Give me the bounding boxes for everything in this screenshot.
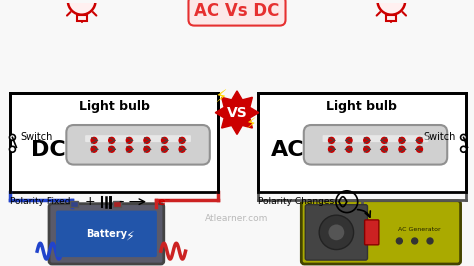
- Circle shape: [328, 224, 345, 241]
- Circle shape: [396, 238, 402, 244]
- Circle shape: [399, 137, 405, 143]
- Circle shape: [319, 215, 354, 250]
- FancyBboxPatch shape: [66, 125, 210, 165]
- Circle shape: [109, 137, 115, 143]
- Circle shape: [382, 146, 387, 152]
- Circle shape: [68, 0, 96, 15]
- Circle shape: [346, 137, 352, 143]
- Text: Switch: Switch: [423, 132, 456, 142]
- Circle shape: [144, 137, 150, 143]
- Circle shape: [364, 137, 370, 143]
- Circle shape: [126, 146, 132, 152]
- Circle shape: [179, 146, 185, 152]
- Circle shape: [346, 146, 352, 152]
- Circle shape: [9, 146, 15, 152]
- Text: DC: DC: [31, 140, 65, 160]
- Circle shape: [9, 134, 15, 140]
- Polygon shape: [215, 91, 259, 134]
- Circle shape: [109, 146, 115, 152]
- Circle shape: [328, 146, 335, 152]
- FancyBboxPatch shape: [56, 211, 157, 257]
- Text: ⚡: ⚡: [126, 229, 135, 242]
- Text: Light bulb: Light bulb: [326, 100, 397, 113]
- Circle shape: [126, 137, 132, 143]
- Circle shape: [377, 0, 405, 15]
- Circle shape: [412, 238, 418, 244]
- Circle shape: [91, 137, 97, 143]
- Circle shape: [179, 137, 185, 143]
- Text: AC: AC: [271, 140, 304, 160]
- Circle shape: [162, 137, 167, 143]
- Circle shape: [399, 146, 405, 152]
- Text: Switch: Switch: [20, 132, 53, 142]
- Circle shape: [144, 146, 150, 152]
- Circle shape: [162, 146, 167, 152]
- FancyBboxPatch shape: [85, 135, 191, 142]
- Text: e⁻: e⁻: [157, 197, 171, 207]
- Circle shape: [328, 137, 335, 143]
- FancyBboxPatch shape: [386, 15, 396, 21]
- Text: Battery: Battery: [86, 229, 127, 239]
- FancyBboxPatch shape: [113, 201, 121, 207]
- Circle shape: [461, 146, 466, 152]
- Circle shape: [364, 146, 370, 152]
- FancyBboxPatch shape: [70, 201, 78, 207]
- Text: -: -: [118, 194, 124, 209]
- Text: Polarity Changes: Polarity Changes: [258, 197, 334, 206]
- Circle shape: [91, 146, 97, 152]
- FancyBboxPatch shape: [258, 93, 465, 192]
- Text: AC Vs DC: AC Vs DC: [194, 2, 280, 20]
- Text: Polarity Fixed: Polarity Fixed: [10, 197, 71, 206]
- FancyBboxPatch shape: [305, 205, 367, 260]
- Text: VS: VS: [227, 106, 247, 120]
- FancyBboxPatch shape: [323, 135, 428, 142]
- Text: ⚡: ⚡: [215, 89, 228, 107]
- Text: Light bulb: Light bulb: [79, 100, 150, 113]
- Circle shape: [417, 137, 422, 143]
- FancyBboxPatch shape: [365, 220, 379, 245]
- FancyBboxPatch shape: [304, 125, 447, 165]
- Text: +: +: [84, 195, 95, 208]
- Text: AC Generator: AC Generator: [398, 227, 441, 232]
- Text: Atlearner.com: Atlearner.com: [205, 214, 269, 223]
- Text: ⚡: ⚡: [246, 116, 256, 131]
- Circle shape: [427, 238, 433, 244]
- FancyBboxPatch shape: [10, 93, 218, 192]
- Circle shape: [382, 137, 387, 143]
- Circle shape: [417, 146, 422, 152]
- FancyBboxPatch shape: [301, 201, 461, 264]
- FancyBboxPatch shape: [49, 204, 164, 264]
- FancyBboxPatch shape: [77, 15, 87, 21]
- Circle shape: [461, 134, 466, 140]
